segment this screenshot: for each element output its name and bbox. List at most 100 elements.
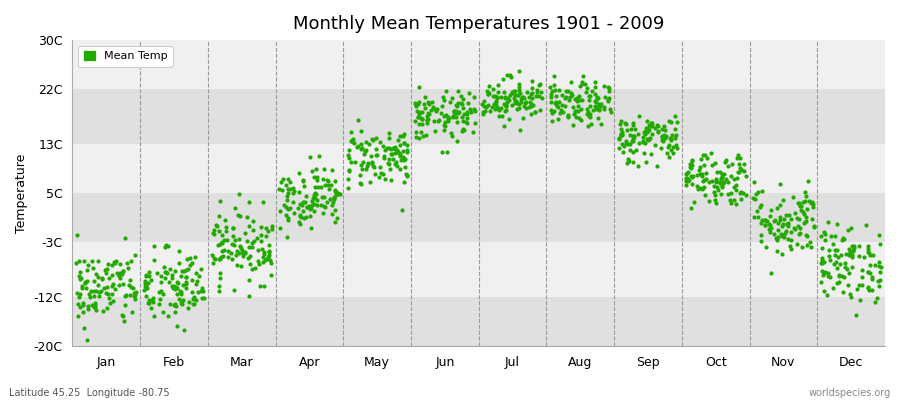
Point [425, 99, 439, 106]
Point [548, 87, 562, 94]
Point [113, 261, 128, 268]
Point [349, 144, 364, 150]
Point [817, 268, 832, 275]
Point [118, 302, 132, 308]
Point [307, 174, 321, 180]
Point [235, 252, 249, 259]
Point [775, 233, 789, 240]
Point [838, 264, 852, 270]
Point [205, 260, 220, 266]
Point [798, 218, 813, 224]
Point [758, 217, 772, 224]
Point [770, 220, 785, 227]
Point [384, 151, 399, 157]
Point [654, 126, 669, 132]
Point [679, 178, 693, 184]
Point [719, 157, 733, 163]
Point [140, 300, 155, 306]
Point [574, 117, 589, 123]
Point [100, 304, 114, 311]
Point [626, 149, 640, 156]
Point [482, 83, 497, 89]
Point [243, 261, 257, 268]
Point [614, 131, 628, 138]
Point [636, 129, 651, 135]
Point [377, 155, 392, 162]
Point [554, 107, 568, 114]
Point [512, 68, 526, 74]
Point [476, 103, 491, 109]
Point [102, 274, 116, 281]
Point [845, 251, 859, 258]
Point [827, 261, 842, 267]
Point [818, 237, 832, 244]
Point [400, 142, 414, 148]
Point [482, 108, 497, 114]
Point [422, 101, 436, 108]
Point [580, 105, 594, 112]
Point [817, 229, 832, 235]
Point [845, 243, 859, 250]
Point [594, 101, 608, 108]
Point [732, 168, 746, 175]
Point [770, 205, 785, 211]
Point [256, 248, 271, 255]
Point [232, 236, 247, 242]
Point [292, 219, 307, 226]
Point [100, 266, 114, 272]
Point [456, 104, 471, 111]
Point [213, 270, 228, 276]
Point [375, 171, 390, 178]
Point [583, 93, 598, 99]
Point [449, 108, 464, 114]
Point [167, 301, 182, 308]
Point [307, 201, 321, 208]
Point [139, 293, 153, 299]
Point [166, 284, 181, 291]
Point [194, 285, 209, 292]
Point [650, 162, 664, 169]
Point [107, 260, 122, 266]
Point [532, 92, 546, 99]
Point [861, 286, 876, 293]
Point [729, 201, 743, 208]
Point [849, 312, 863, 318]
Point [149, 269, 164, 276]
Point [525, 90, 539, 96]
Point [219, 224, 233, 230]
Point [285, 198, 300, 205]
Point [373, 139, 387, 145]
Point [175, 268, 189, 274]
Point [687, 198, 701, 205]
Point [242, 244, 256, 250]
Point [163, 301, 177, 308]
Point [518, 98, 533, 105]
Point [544, 99, 558, 106]
Point [456, 126, 471, 132]
Point [565, 104, 580, 110]
Point [211, 242, 225, 248]
Point [490, 94, 504, 101]
Point [212, 274, 227, 281]
Point [781, 211, 796, 218]
Point [550, 102, 564, 109]
Point [390, 147, 404, 153]
Point [274, 179, 288, 185]
Point [416, 132, 430, 139]
Point [814, 245, 829, 251]
Point [437, 122, 452, 128]
Point [357, 151, 372, 158]
Point [508, 92, 523, 98]
Point [219, 228, 233, 234]
Point [679, 175, 693, 181]
Point [409, 128, 423, 135]
Point [589, 84, 603, 90]
Y-axis label: Temperature: Temperature [15, 154, 28, 233]
Point [705, 162, 719, 168]
Point [317, 166, 331, 173]
Point [525, 94, 539, 101]
Point [304, 225, 319, 231]
Point [619, 160, 634, 166]
Point [500, 102, 514, 109]
Point [826, 241, 841, 248]
